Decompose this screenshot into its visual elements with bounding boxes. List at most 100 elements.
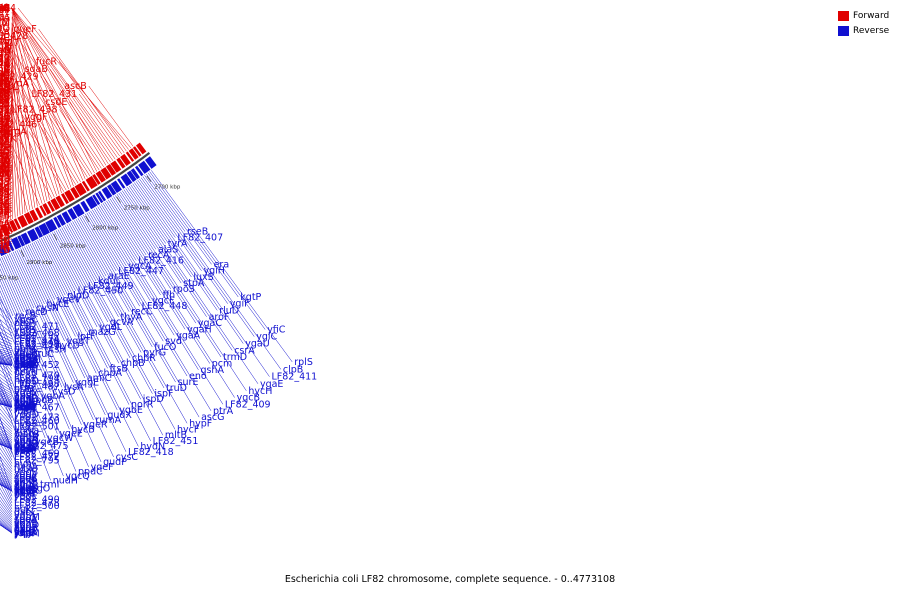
leader-line <box>10 252 54 346</box>
reverse-gene-label: yqgT <box>67 336 91 347</box>
leader-line <box>35 240 139 447</box>
forward-gene-label: gshB <box>0 140 10 151</box>
forward-gene-label: yqjC <box>0 228 10 239</box>
forward-gene-label: exuR <box>0 114 10 125</box>
forward-gene-label: yraN <box>0 236 10 247</box>
reverse-arrow-20 <box>45 218 58 233</box>
forward-gene-label: galP <box>0 124 10 135</box>
leader-line <box>11 158 16 218</box>
leader-line <box>11 97 67 191</box>
forward-gene-label: LF82_455 <box>0 88 10 99</box>
forward-gene-label: yqjI <box>0 222 10 233</box>
forward-gene-label: yqeG <box>0 36 10 47</box>
leader-line <box>18 249 45 305</box>
forward-gene-label: LF82_459 <box>0 58 10 69</box>
forward-arrow-14 <box>70 186 80 199</box>
reverse-gene-label: yqjJ <box>14 528 31 539</box>
forward-gene-label: yggS <box>0 177 10 188</box>
reverse-gene-label: gcvA <box>110 317 134 328</box>
reverse-gene-label: ygaE <box>260 379 283 390</box>
legend: Forward Reverse <box>838 8 896 38</box>
forward-gene-label: ygfZ <box>0 118 10 129</box>
reverse-gene-label: LF82_479 <box>14 342 60 353</box>
legend-forward-label: Forward <box>853 10 890 21</box>
forward-gene-label: LF82_461 <box>0 104 10 115</box>
reverse-gene-label: ubiH <box>14 344 36 355</box>
forward-gene-label: yqjD <box>0 225 10 236</box>
leader-line <box>145 173 212 265</box>
forward-gene-label: fucP <box>0 5 10 16</box>
reverse-gene-label: glcE <box>14 399 34 410</box>
leader-line <box>0 332 13 362</box>
forward-gene-label: LF82_503 <box>0 98 10 109</box>
leader-line <box>30 83 91 177</box>
reverse-gene-label: surE <box>178 377 199 388</box>
reverse-gene-label: ygcW <box>47 433 74 444</box>
reverse-gene-label: hycH <box>248 386 272 397</box>
reverse-swatch <box>838 25 849 36</box>
forward-gene-label: queF <box>13 24 36 35</box>
leader-line <box>0 279 32 354</box>
leader-line <box>128 185 192 278</box>
forward-gene-label: LF82_438 <box>12 104 58 115</box>
forward-gene-label: dead <box>0 164 10 175</box>
leader-line <box>12 251 74 383</box>
forward-arrow-27 <box>8 219 18 232</box>
forward-gene-label: yqiC <box>0 64 10 75</box>
leader-line <box>0 417 13 450</box>
forward-gene-label: csdE <box>45 97 67 108</box>
leader-line <box>108 199 235 398</box>
reverse-gene-label: yqeC <box>14 315 38 326</box>
forward-gene-label: LF82_484 <box>0 114 10 125</box>
reverse-gene-label: LF82_469 <box>14 448 60 459</box>
reverse-arrow-15 <box>72 203 85 217</box>
leader-line <box>0 27 13 225</box>
reverse-gene-label: rluD <box>219 305 239 316</box>
leader-line <box>11 7 120 157</box>
reverse-gene-label: folB <box>14 360 32 371</box>
forward-gene-label: argP <box>0 47 10 58</box>
forward-gene-label: yqgU <box>0 94 10 105</box>
reverse-gene-label: gcvT <box>14 487 37 498</box>
forward-gene-label: LF82_505 <box>0 165 10 176</box>
reverse-gene-label: LF82_409 <box>225 399 271 410</box>
forward-gene-label: kbaZ <box>0 234 10 245</box>
forward-gene-label: yqiB <box>0 211 10 222</box>
reverse-gene-label: recD <box>26 307 48 318</box>
reverse-gene-label: tdcE <box>14 486 35 497</box>
reverse-gene-label: thyA <box>121 312 143 323</box>
reverse-gene-label: cysJ <box>23 353 42 364</box>
reverse-arrow-23 <box>27 228 39 242</box>
reverse-gene-label: yqiZ <box>14 485 35 496</box>
reverse-gene-label: yqeV <box>57 295 81 306</box>
leader-line <box>11 16 95 174</box>
leader-line <box>113 196 197 324</box>
leader-line <box>0 140 13 177</box>
reverse-arrow-29 <box>0 243 8 257</box>
reverse-gene-label: yqhB <box>14 477 38 488</box>
reverse-gene-label: yhaO <box>14 360 39 371</box>
forward-arrow-19 <box>47 200 55 212</box>
reverse-gene-label: ygfY <box>14 346 35 357</box>
legend-forward: Forward <box>838 8 896 23</box>
forward-gene-label: LF82_456 <box>0 83 10 94</box>
leader-line <box>57 229 109 323</box>
leader-line <box>11 10 107 166</box>
leader-line <box>11 7 86 179</box>
reverse-gene-label: yhaJ <box>14 444 34 455</box>
reverse-gene-label: LF82_468 <box>14 328 60 339</box>
forward-gene-label: ygfJ <box>0 3 10 14</box>
forward-gene-label: bglA <box>0 42 10 53</box>
forward-arrow-13 <box>74 182 87 196</box>
reverse-gene-label: eno <box>189 371 207 382</box>
scale-ticks: 3350 kbp3300 kbp3250 kbp3200 kbp3150 kbp… <box>0 175 181 281</box>
forward-gene-label: rpsO <box>0 165 10 176</box>
leader-line <box>59 109 100 171</box>
forward-swatch <box>838 10 849 21</box>
reverse-gene-label: ygaA <box>176 330 200 341</box>
reverse-gene-label: yqhE <box>14 484 38 495</box>
reverse-gene-label: ispF <box>154 389 173 400</box>
forward-gene-label: fhlA <box>0 3 10 14</box>
reverse-gene-label: yqeB <box>35 437 59 448</box>
reverse-gene-label: yqeB <box>14 352 38 363</box>
